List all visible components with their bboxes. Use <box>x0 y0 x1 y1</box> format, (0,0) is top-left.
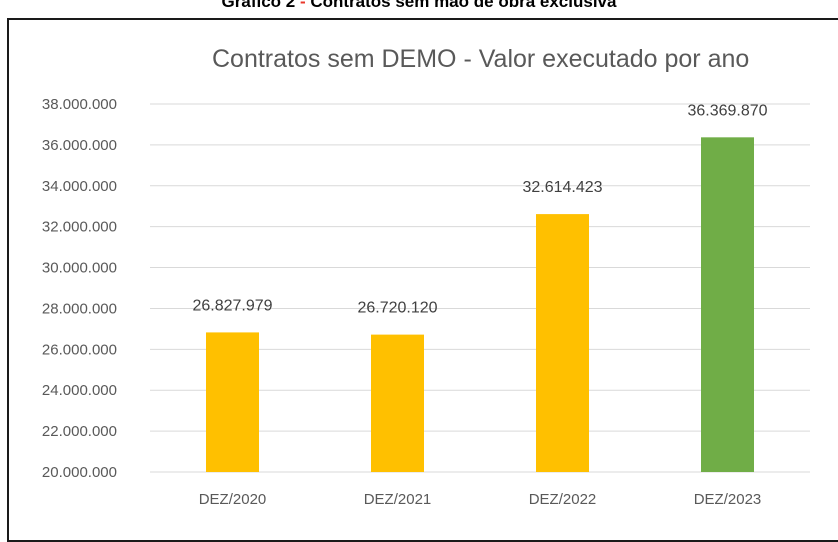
bar-dez-2021 <box>371 334 424 472</box>
data-label: 36.369.870 <box>687 102 767 119</box>
y-tick-label: 28.000.000 <box>42 300 117 317</box>
figure-caption: Gráfico 2 - Contratos sem mão de obra ex… <box>0 0 838 12</box>
y-tick-label: 36.000.000 <box>42 137 117 154</box>
y-tick-label: 30.000.000 <box>42 260 117 277</box>
y-axis-ticks: 20.000.000 22.000.000 24.000.000 26.000.000… <box>42 96 117 481</box>
bar-dez-2022 <box>536 214 589 472</box>
x-category-label: DEZ/2020 <box>199 491 267 508</box>
x-category-label: DEZ/2022 <box>529 491 597 508</box>
data-label: 26.720.120 <box>357 300 437 317</box>
data-labels: 26.827.979 26.720.120 32.614.423 36.369.870 <box>192 102 767 316</box>
x-axis-categories: DEZ/2020 DEZ/2021 DEZ/2022 DEZ/2023 <box>199 491 762 508</box>
data-label: 32.614.423 <box>522 179 602 196</box>
bar-dez-2020 <box>206 332 259 472</box>
y-tick-label: 20.000.000 <box>42 464 117 481</box>
y-tick-label: 32.000.000 <box>42 219 117 236</box>
gridlines <box>150 103 810 473</box>
y-tick-label: 22.000.000 <box>42 423 117 440</box>
data-label: 26.827.979 <box>192 297 272 314</box>
bar-dez-2023 <box>701 137 754 473</box>
y-tick-label: 34.000.000 <box>42 178 117 195</box>
bar-chart: Contratos sem DEMO - Valor executado por… <box>42 45 810 508</box>
caption-dash: - <box>295 0 311 11</box>
caption-text: Contratos sem mão de obra exclusiva <box>310 0 617 11</box>
caption-prefix: Gráfico 2 <box>221 0 296 11</box>
bars <box>206 137 754 473</box>
x-category-label: DEZ/2021 <box>364 491 432 508</box>
y-tick-label: 24.000.000 <box>42 382 117 399</box>
y-tick-label: 26.000.000 <box>42 341 117 358</box>
y-tick-label: 38.000.000 <box>42 96 117 113</box>
chart-title: Contratos sem DEMO - Valor executado por… <box>212 45 749 73</box>
x-category-label: DEZ/2023 <box>694 491 762 508</box>
